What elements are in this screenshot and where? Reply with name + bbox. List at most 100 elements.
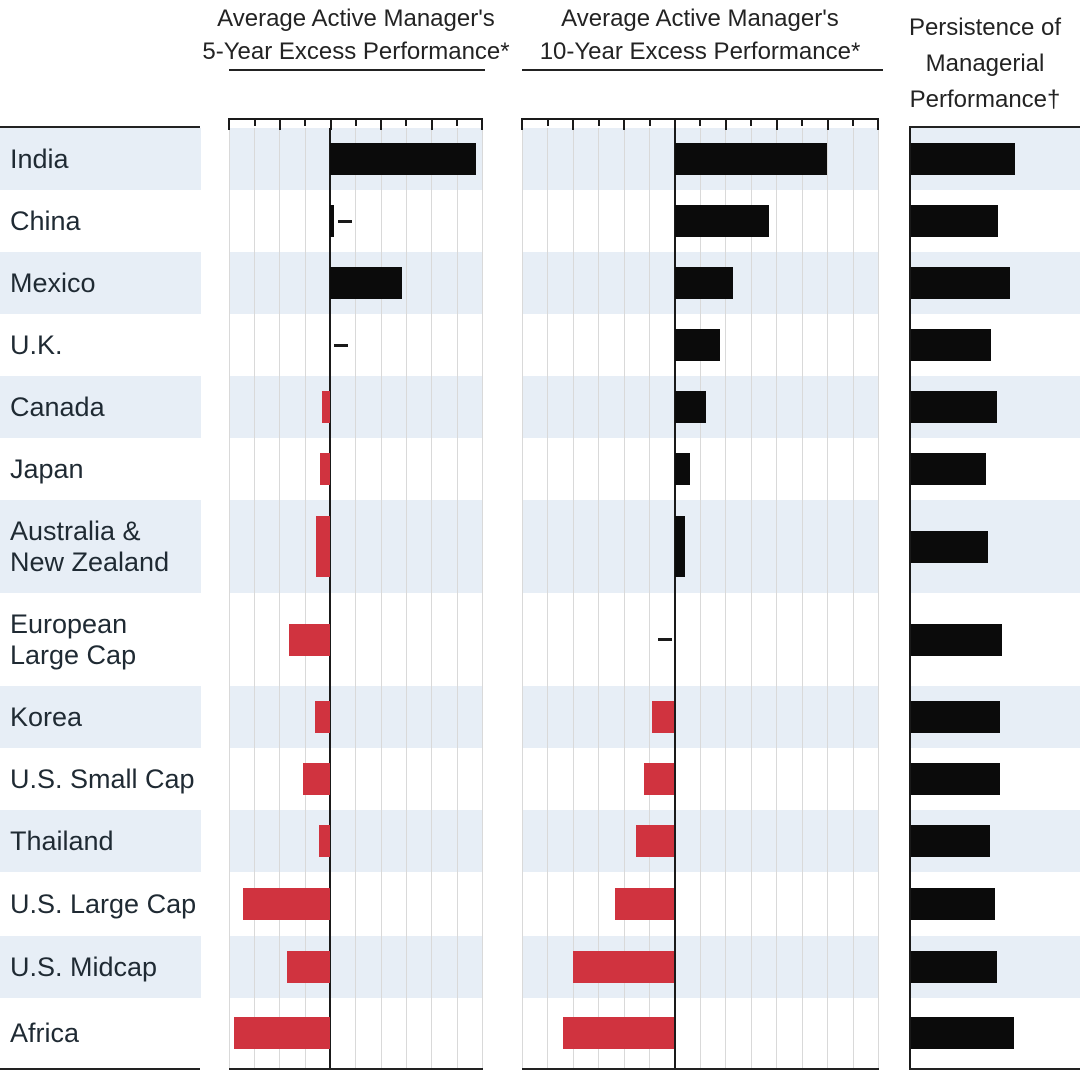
bar-ussmallcap (911, 763, 1000, 795)
gridline (623, 128, 625, 1068)
bar-india (330, 143, 476, 175)
row-label: U.S. Small Cap (10, 763, 195, 794)
bar-uslargecap (614, 888, 675, 920)
row-stripe (521, 686, 878, 748)
gridline (649, 128, 651, 1068)
axis-tick (623, 120, 626, 130)
bar-usmidcap (911, 951, 997, 983)
row-label: Japan (10, 453, 84, 484)
axis-tick (674, 120, 676, 130)
bar-uk (674, 329, 721, 361)
axis-line (520, 118, 879, 120)
bar-china (674, 205, 769, 237)
near-zero-dash (334, 343, 348, 347)
bar-africa (562, 1017, 675, 1049)
bar-ussmallcap (643, 763, 675, 795)
bar-europeanlargecap (911, 623, 1002, 656)
row-stripe (0, 810, 201, 872)
gridline (776, 128, 778, 1068)
bar-thailand (911, 825, 990, 857)
axis-tick (329, 120, 332, 130)
row-label: European Large Cap (10, 608, 137, 670)
panel-bottom-border (228, 1068, 483, 1070)
gridline (699, 128, 701, 1068)
gridline (547, 128, 549, 1068)
gridline (598, 128, 600, 1068)
panel2-title-underline (522, 69, 883, 71)
bar-canada (911, 391, 997, 423)
row-stripe (228, 376, 482, 438)
bar-korea (651, 701, 675, 733)
axis-tick (699, 120, 702, 126)
row-label: U.S. Large Cap (10, 888, 197, 919)
axis-tick (354, 120, 357, 126)
panel1-title-line2: 5-Year Excess Performance* (202, 38, 510, 65)
near-zero-dash (658, 638, 673, 641)
axis-tick (456, 120, 459, 126)
row-label: Africa (10, 1017, 80, 1048)
gridline (228, 128, 230, 1068)
axis-line (227, 118, 483, 120)
panel3-top-border (909, 126, 1080, 128)
zero-line (329, 128, 331, 1068)
bar-india (911, 143, 1016, 175)
label-column-bottom-border (0, 1068, 200, 1070)
bar-thailand (318, 825, 330, 857)
gridline (304, 128, 306, 1068)
gridline (380, 128, 382, 1068)
gridline (481, 128, 483, 1068)
bar-australianewzealand (911, 530, 988, 563)
row-label: India (10, 143, 69, 174)
bar-india (674, 143, 828, 175)
bar-japan (319, 453, 330, 485)
bar-australianewzealand (674, 516, 685, 577)
bar-korea (911, 701, 1000, 733)
bar-china (911, 205, 999, 237)
bar-mexico (911, 267, 1011, 299)
bar-korea (314, 701, 330, 733)
axis-tick (801, 120, 804, 126)
bar-uslargecap (911, 888, 995, 920)
axis-tick (826, 120, 829, 130)
row-stripe (228, 936, 482, 998)
row-label: U.S. Midcap (10, 951, 158, 982)
axis-tick (304, 120, 307, 126)
gridline (572, 128, 574, 1068)
panel3-title-line1: Persistence of (908, 14, 1062, 41)
panel2-title-line1: Average Active Manager's (561, 5, 839, 32)
gridline (521, 128, 523, 1068)
row-stripe (228, 500, 482, 593)
near-zero-dash (337, 219, 352, 223)
bar-ussmallcap (303, 763, 330, 795)
panel3-title-line3: Performance† (909, 86, 1061, 113)
bar-africa (233, 1017, 330, 1049)
axis-tick (546, 120, 549, 126)
axis-tick (253, 120, 256, 126)
row-stripe (0, 128, 201, 190)
axis-tick (405, 120, 408, 126)
axis-tick (380, 120, 383, 130)
row-stripe (0, 376, 201, 438)
row-stripe (521, 810, 878, 872)
row-label: U.K. (10, 329, 63, 360)
row-label: Korea (10, 701, 83, 732)
bar-canada (322, 391, 330, 423)
gridline (405, 128, 407, 1068)
gridline (355, 128, 357, 1068)
panel-bottom-border (909, 1068, 1080, 1070)
panel1-title-underline (229, 69, 485, 71)
axis-tick (278, 120, 281, 130)
bar-japan (674, 453, 690, 485)
axis-tick (852, 120, 854, 126)
gridline (725, 128, 727, 1068)
gridline (431, 128, 433, 1068)
bar-usmidcap (286, 951, 330, 983)
axis-tick (775, 120, 778, 130)
row-label: Mexico (10, 267, 96, 298)
bar-usmidcap (572, 951, 675, 983)
row-stripe (0, 252, 201, 314)
row-stripe (228, 686, 482, 748)
row-label: Australia & New Zealand (10, 515, 170, 577)
gridline (750, 128, 752, 1068)
